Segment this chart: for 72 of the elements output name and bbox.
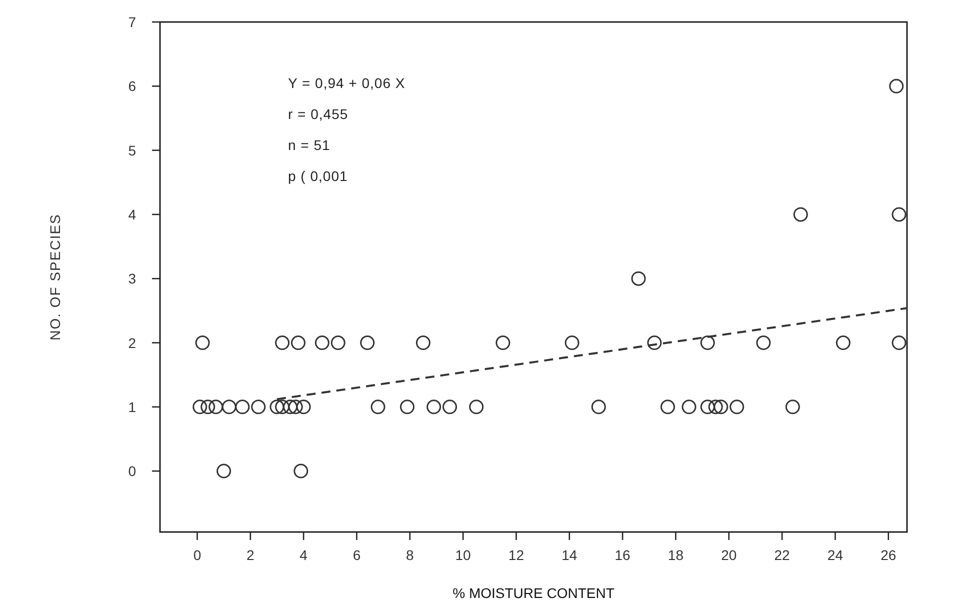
point [889,78,904,94]
point [270,400,284,414]
point [700,400,715,414]
point [730,400,744,414]
annotation: Y = 0,94 + 0,06 X [288,75,406,91]
point [564,336,580,350]
x-axis-title: % MOISTURE CONTENT [452,585,615,601]
annotation: p ( 0,001 [288,168,348,184]
point [275,400,290,414]
point [836,336,850,350]
x-tick-label: 16 [614,547,631,563]
point [294,464,308,478]
point [682,400,696,414]
point [222,400,236,414]
point [892,336,906,350]
point [235,400,250,414]
point [892,207,906,222]
y-tick-label: 2 [128,334,136,351]
x-tick-label: 12 [508,547,524,563]
y-tick-label: 4 [128,206,136,222]
y-tick-label: 7 [128,14,136,30]
point [469,400,484,414]
y-tick-label: 5 [128,142,136,158]
point [192,400,208,414]
point [714,400,728,414]
point [416,336,430,350]
point [400,400,414,414]
x-tick-label: 14 [562,547,578,563]
x-tick-label: 26 [880,547,896,563]
y-tick-label: 3 [128,270,136,287]
x-tick-label: 8 [406,547,414,563]
annotation: r = 0,455 [288,106,348,122]
point [426,400,442,414]
point [370,400,386,414]
point [442,400,458,414]
y-tick-label: 1 [128,398,136,415]
x-tick-label: 24 [827,547,844,563]
point [330,336,346,350]
annotation: n = 51 [288,137,330,153]
y-tick-label: 6 [128,78,136,94]
y-axis-title: NO. OF SPECIES [47,214,63,340]
point [591,400,606,414]
x-tick-label: 4 [300,547,308,563]
y-tick-label: 0 [128,463,136,480]
x-tick-label: 6 [352,547,361,563]
x-tick-label: 2 [246,547,254,563]
x-tick-label: 22 [774,547,790,563]
point [195,336,210,350]
point [660,400,675,414]
point [290,336,306,350]
point [216,464,232,478]
point [708,400,723,414]
point [283,400,298,414]
point [200,400,216,414]
point [288,400,303,414]
point [251,400,266,414]
x-tick-label: 0 [193,547,202,563]
x-tick-label: 18 [668,547,684,563]
point [296,400,311,414]
point [700,336,715,350]
point [360,336,375,350]
x-tick-label: 20 [721,547,737,563]
point [314,336,330,350]
point [275,336,290,350]
x-tick-label: 10 [455,547,472,563]
point [793,207,808,222]
point [785,400,800,414]
point [756,336,771,350]
point [496,336,510,350]
point [631,271,646,286]
point [647,336,662,350]
point [208,400,224,414]
